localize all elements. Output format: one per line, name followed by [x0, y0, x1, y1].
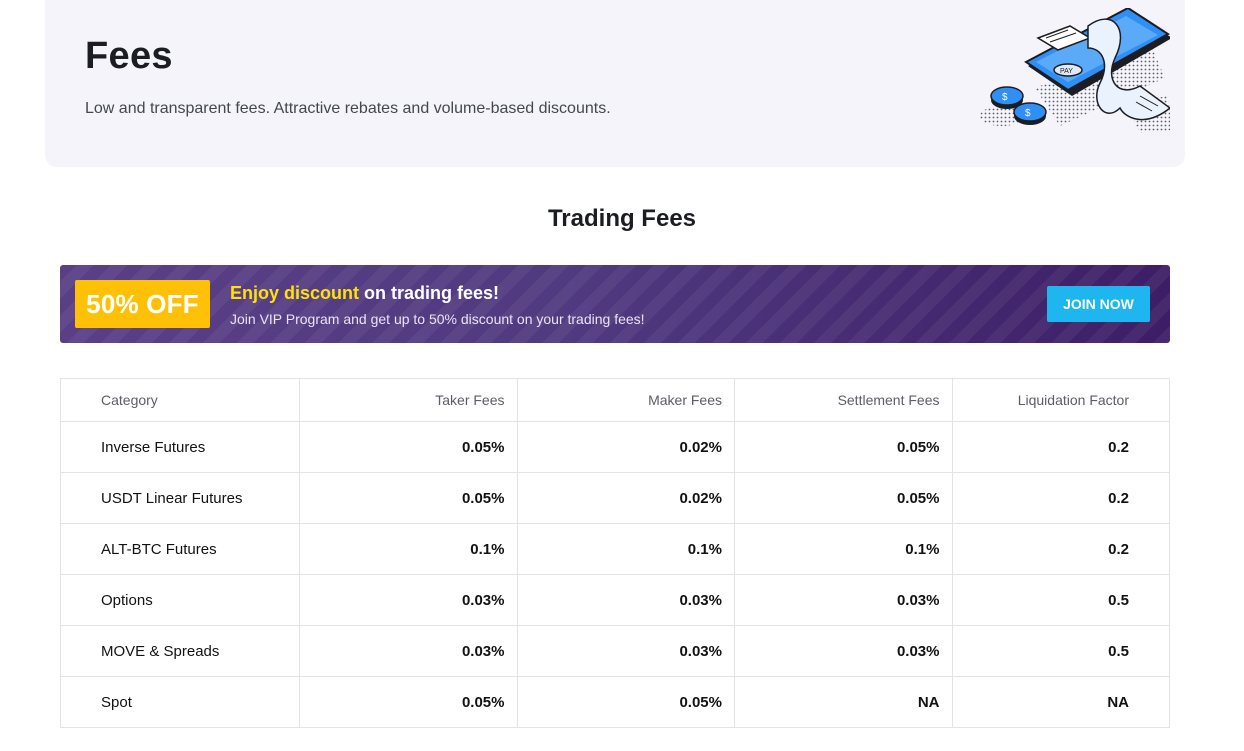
liquidation-factor-cell: 0.2 — [951, 421, 1170, 473]
table-row: Options 0.03% 0.03% 0.03% 0.5 — [60, 574, 1170, 626]
header-settlement-fees: Settlement Fees — [734, 378, 953, 422]
promo-heading-highlight: Enjoy discount — [230, 283, 360, 303]
discount-badge: 50% OFF — [75, 280, 210, 328]
taker-fee-cell: 0.05% — [299, 421, 518, 473]
page-title: Fees — [85, 35, 173, 77]
maker-fee-cell: 0.03% — [516, 574, 735, 626]
svg-text:$: $ — [1002, 92, 1008, 103]
settlement-fee-cell: 0.03% — [734, 574, 953, 626]
table-header-row: Category Taker Fees Maker Fees Settlemen… — [60, 378, 1170, 422]
liquidation-factor-cell: 0.5 — [951, 574, 1170, 626]
maker-fee-cell: 0.03% — [516, 625, 735, 677]
liquidation-factor-cell: 0.5 — [951, 625, 1170, 677]
svg-text:$: $ — [1025, 108, 1031, 119]
settlement-fee-cell: NA — [734, 676, 953, 728]
liquidation-factor-cell: 0.2 — [951, 472, 1170, 524]
page-subtitle: Low and transparent fees. Attractive reb… — [85, 100, 611, 117]
category-cell: Spot — [60, 676, 300, 728]
maker-fee-cell: 0.02% — [516, 421, 735, 473]
settlement-fee-cell: 0.05% — [734, 421, 953, 473]
settlement-fee-cell: 0.1% — [734, 523, 953, 575]
promo-heading: Enjoy discount on trading fees! — [230, 283, 499, 304]
header-liquidation-factor: Liquidation Factor — [951, 378, 1170, 422]
section-title: Trading Fees — [547, 205, 697, 232]
maker-fee-cell: 0.02% — [516, 472, 735, 524]
category-cell: ALT-BTC Futures — [60, 523, 300, 575]
table-row: ALT-BTC Futures 0.1% 0.1% 0.1% 0.2 — [60, 523, 1170, 575]
settlement-fee-cell: 0.05% — [734, 472, 953, 524]
header-category: Category — [60, 378, 300, 422]
table-row: MOVE & Spreads 0.03% 0.03% 0.03% 0.5 — [60, 625, 1170, 677]
maker-fee-cell: 0.05% — [516, 676, 735, 728]
taker-fee-cell: 0.1% — [299, 523, 518, 575]
header-taker-fees: Taker Fees — [299, 378, 518, 422]
maker-fee-cell: 0.1% — [516, 523, 735, 575]
category-cell: MOVE & Spreads — [60, 625, 300, 677]
payment-illustration-icon: PAY $ $ — [980, 8, 1170, 133]
settlement-fee-cell: 0.03% — [734, 625, 953, 677]
taker-fee-cell: 0.05% — [299, 472, 518, 524]
liquidation-factor-cell: 0.2 — [951, 523, 1170, 575]
vip-promo-banner: 50% OFF Enjoy discount on trading fees! … — [60, 265, 1170, 343]
taker-fee-cell: 0.03% — [299, 574, 518, 626]
promo-background — [60, 265, 1170, 343]
table-row: Inverse Futures 0.05% 0.02% 0.05% 0.2 — [60, 421, 1170, 473]
liquidation-factor-cell: NA — [951, 676, 1170, 728]
category-cell: USDT Linear Futures — [60, 472, 300, 524]
category-cell: Options — [60, 574, 300, 626]
svg-text:PAY: PAY — [1060, 68, 1073, 75]
table-row: USDT Linear Futures 0.05% 0.02% 0.05% 0.… — [60, 472, 1170, 524]
taker-fee-cell: 0.05% — [299, 676, 518, 728]
promo-description: Join VIP Program and get up to 50% disco… — [230, 311, 645, 327]
category-cell: Inverse Futures — [60, 421, 300, 473]
header-maker-fees: Maker Fees — [516, 378, 735, 422]
table-row: Spot 0.05% 0.05% NA NA — [60, 676, 1170, 728]
promo-heading-rest: on trading fees! — [359, 283, 500, 303]
taker-fee-cell: 0.03% — [299, 625, 518, 677]
hero-section: Fees Low and transparent fees. Attractiv… — [45, 0, 1185, 167]
join-now-button[interactable]: JOIN NOW — [1047, 286, 1150, 322]
trading-fees-table: Category Taker Fees Maker Fees Settlemen… — [60, 378, 1170, 728]
